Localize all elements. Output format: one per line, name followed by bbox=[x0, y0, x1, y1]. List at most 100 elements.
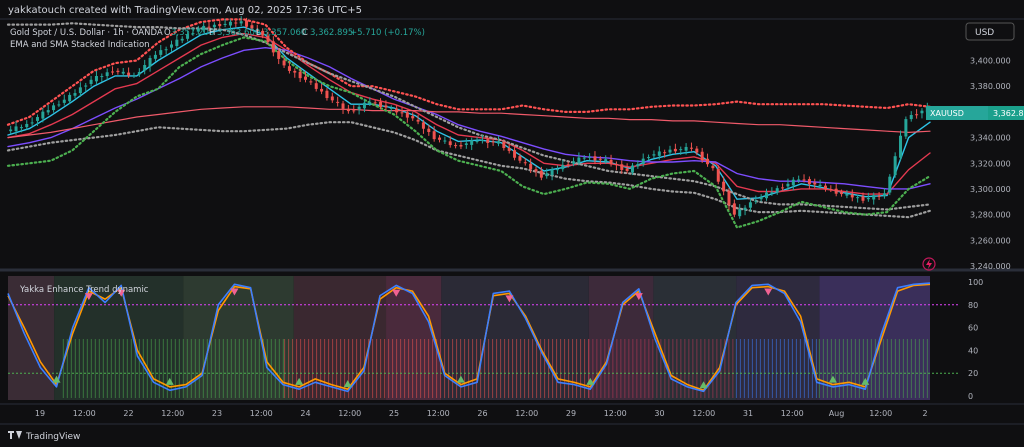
candle-body bbox=[598, 158, 602, 160]
candle-body bbox=[765, 192, 769, 199]
candle-body bbox=[786, 183, 790, 187]
candle-body bbox=[545, 173, 549, 177]
candle-body bbox=[341, 103, 345, 109]
candle-body bbox=[555, 169, 559, 171]
candle-body bbox=[663, 152, 667, 154]
candle-body bbox=[807, 179, 811, 185]
time-axis-label: 12:00 bbox=[250, 409, 273, 418]
lower-indicator-name[interactable]: Yakka Enhance Trend dynamic bbox=[19, 285, 149, 295]
time-axis-label: 24 bbox=[300, 409, 310, 418]
oscillator-tick-label: 40 bbox=[968, 346, 978, 355]
price-tag bbox=[988, 106, 1024, 120]
candle-body bbox=[287, 66, 291, 71]
ohlc-low-label: L bbox=[256, 28, 261, 38]
candle-body bbox=[57, 104, 61, 106]
candle-body bbox=[722, 181, 726, 192]
candle-body bbox=[915, 114, 919, 116]
candle-body bbox=[850, 194, 854, 198]
candle-body bbox=[496, 141, 500, 144]
candle-body bbox=[513, 150, 517, 158]
candle-body bbox=[770, 192, 774, 194]
candle-body bbox=[775, 188, 779, 193]
candle-body bbox=[271, 41, 275, 53]
candle-body bbox=[893, 156, 897, 176]
candle-body bbox=[572, 161, 576, 164]
candle-body bbox=[255, 29, 259, 31]
candle-body bbox=[352, 110, 356, 112]
candle-body bbox=[491, 141, 495, 143]
candle-body bbox=[298, 71, 302, 79]
ohlc-change: +5.710 (+0.17%) bbox=[350, 28, 425, 38]
main-price-pane bbox=[6, 18, 932, 229]
alert-lightning-icon[interactable] bbox=[922, 257, 936, 271]
candle-body bbox=[732, 203, 736, 215]
candle-body bbox=[695, 148, 699, 153]
sell-signal-marker bbox=[230, 288, 239, 296]
candle-body bbox=[368, 102, 372, 104]
candle-body bbox=[180, 38, 184, 41]
buy-signal-marker bbox=[52, 375, 61, 383]
main-indicator-name[interactable]: EMA and SMA Stacked Indication bbox=[10, 40, 150, 50]
candle-body bbox=[566, 164, 570, 166]
time-axis-label: 12:00 bbox=[781, 409, 804, 418]
candle-body bbox=[614, 164, 618, 166]
candle-body bbox=[212, 24, 216, 28]
currency-label: USD bbox=[975, 28, 994, 38]
candle-body bbox=[448, 141, 452, 146]
candle-body bbox=[534, 169, 538, 172]
candle-body bbox=[405, 112, 409, 118]
buy-signal-marker bbox=[699, 381, 708, 389]
candle-body bbox=[261, 30, 265, 36]
candle-body bbox=[518, 156, 522, 161]
currency-button[interactable] bbox=[965, 22, 1015, 41]
credit-text: yakkatouch created with TradingView.com,… bbox=[8, 5, 362, 16]
price-tick-label: 3,280.000 bbox=[970, 211, 1011, 220]
candle-body bbox=[464, 143, 468, 145]
candle-body bbox=[797, 179, 801, 181]
candle-body bbox=[647, 157, 651, 159]
candle-body bbox=[143, 65, 147, 71]
candle-body bbox=[266, 35, 270, 43]
candle-body bbox=[346, 108, 350, 112]
candle-body bbox=[277, 50, 281, 59]
series-sma-long bbox=[7, 106, 931, 139]
candle-body bbox=[293, 70, 297, 73]
candle-body bbox=[46, 110, 50, 113]
candle-body bbox=[593, 156, 597, 161]
time-axis-label: 12:00 bbox=[427, 409, 450, 418]
ohlc-low-value: 3,357.060 bbox=[263, 28, 306, 38]
candle-body bbox=[641, 158, 645, 165]
candle-body bbox=[711, 165, 715, 169]
candle-body bbox=[148, 58, 152, 67]
footer-brand: TradingView bbox=[25, 432, 80, 442]
candle-body bbox=[304, 76, 308, 80]
oscillator-tick-label: 100 bbox=[968, 278, 983, 287]
price-tick-label: 3,240.000 bbox=[970, 262, 1011, 271]
candle-body bbox=[818, 184, 822, 186]
candle-body bbox=[159, 50, 163, 55]
candle-body bbox=[52, 105, 56, 111]
candle-body bbox=[588, 157, 592, 159]
candle-body bbox=[754, 200, 758, 202]
candle-body bbox=[888, 176, 892, 193]
symbol-line[interactable]: Gold Spot / U.S. Dollar · 1h · OANDA bbox=[10, 28, 163, 38]
series-sma-purple bbox=[7, 46, 931, 190]
sell-signal-marker bbox=[505, 295, 514, 303]
candle-body bbox=[153, 54, 157, 59]
buy-signal-marker bbox=[828, 375, 837, 383]
buy-signal-marker bbox=[861, 377, 870, 385]
ohlc-close-label: C bbox=[302, 28, 308, 38]
sell-signal-marker bbox=[634, 293, 643, 301]
time-axis-label: Aug bbox=[829, 409, 845, 418]
candle-body bbox=[684, 146, 688, 151]
candle-body bbox=[539, 170, 543, 178]
candle-body bbox=[239, 21, 243, 24]
candle-body bbox=[384, 105, 388, 108]
price-tick-label: 3,340.000 bbox=[970, 134, 1011, 143]
candle-body bbox=[791, 179, 795, 186]
series-band-upper bbox=[6, 18, 932, 126]
candle-body bbox=[73, 93, 77, 96]
candle-body bbox=[9, 129, 13, 132]
candle-body bbox=[861, 196, 865, 201]
